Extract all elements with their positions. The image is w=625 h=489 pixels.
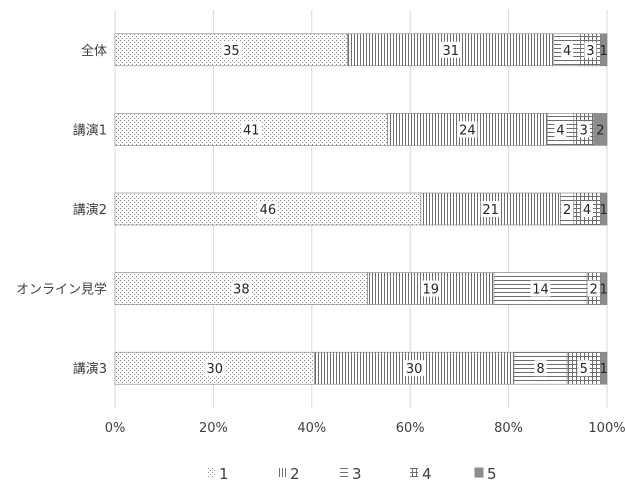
data-label: 21 [482,203,499,218]
x-axis-ticks: 0% 20% 40% 60% 80% 100% [105,421,625,436]
category-label: オンライン見学 [16,282,107,298]
bar-segment-series-5 [600,33,608,67]
x-tick-label: 20% [199,421,228,436]
x-tick-label: 0% [105,421,126,436]
data-label: 3 [580,123,588,138]
bar-segment-series-5 [600,192,608,226]
data-label-bg [480,201,501,217]
data-label-bg [534,360,547,377]
data-label: 4 [556,123,564,138]
data-label: 46 [260,203,277,218]
data-label-bg [577,121,590,138]
data-label: 30 [206,362,223,377]
data-label-bg [561,201,574,217]
x-tick-label: 80% [494,421,523,436]
legend-swatch-2 [278,468,286,477]
data-label-bg [530,280,551,297]
data-label: 41 [243,123,260,138]
data-label-bg [554,121,567,138]
legend-swatch-1 [207,468,215,477]
data-label-bg [404,360,425,377]
legend-label-2: 2 [290,465,300,483]
x-tick-label: 60% [396,421,425,436]
legend-swatch-5 [474,467,484,478]
bar-segment-series-1 [114,33,349,67]
data-label: 4 [563,44,571,59]
legend-swatch-4 [410,468,418,477]
data-label: 2 [596,123,604,138]
data-label: 1 [600,44,608,59]
data-label-bg [241,121,262,138]
data-label: 1 [600,203,608,218]
legend-label-5: 5 [487,465,497,483]
legend-label-1: 1 [219,465,229,483]
data-label: 4 [583,203,591,218]
bars [114,33,608,385]
data-label: 1 [600,362,608,377]
x-tick-label: 40% [297,421,326,436]
data-label: 1 [600,283,608,298]
data-label: 35 [223,44,240,59]
data-label: 14 [532,283,549,298]
category-label: 講演2 [73,202,107,218]
data-label-bg [420,280,441,297]
data-label: 2 [563,203,571,218]
bar-segment-series-5 [600,351,608,385]
category-label: 講演1 [73,122,107,138]
data-label-bg [561,41,574,58]
data-label-bg [257,201,278,217]
data-label: 5 [580,362,588,377]
category-label: 全体 [81,43,107,59]
legend-swatch-3 [340,468,348,477]
data-label-bg [587,280,600,297]
legend-label-4: 4 [422,465,432,483]
data-label: 31 [442,44,459,59]
data-label-bg [457,121,478,138]
data-label-bg [204,360,225,377]
bar-segment-series-5 [593,113,608,146]
data-label: 30 [406,362,423,377]
x-tick-label: 100% [588,421,625,436]
data-labels: 35 31 4 3 141 24 4 3 246 21 2 4 138 19 14 2 130 30 8 5 1 [204,41,608,377]
data-label: 38 [233,283,250,298]
data-label: 19 [423,283,440,298]
data-label: 24 [459,123,476,138]
data-label: 8 [536,362,544,377]
category-label: 講演3 [73,361,107,377]
data-label: 3 [586,44,594,59]
data-label-bg [440,41,461,58]
bar-segment-series-1 [114,192,422,226]
data-label-bg [221,41,242,58]
data-label: 2 [590,283,598,298]
bar-segment-series-4 [566,351,601,385]
data-label-bg [231,280,252,297]
legend: 1 2 3 4 5 [207,465,497,483]
bar-segment-series-5 [600,272,608,305]
data-label-bg [581,201,594,217]
legend-label-3: 3 [352,465,362,483]
data-label-bg [577,360,590,377]
data-label-bg [584,41,597,58]
